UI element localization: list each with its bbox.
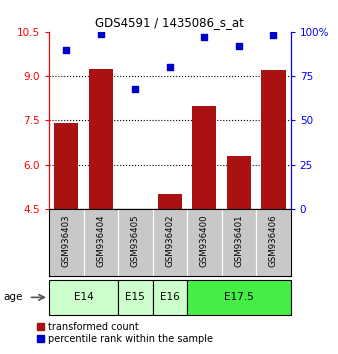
Bar (187, 209, 222, 276)
Bar (256, 209, 291, 276)
Text: E17.5: E17.5 (224, 292, 254, 302)
Bar (118, 280, 152, 315)
Bar (118, 209, 152, 276)
Text: GSM936400: GSM936400 (200, 215, 209, 268)
Bar (261, 70, 286, 209)
Point (167, 64, 172, 70)
Point (64, 47, 69, 52)
Bar (158, 194, 182, 209)
Bar (49, 209, 83, 276)
Bar (192, 105, 216, 209)
Text: GSM936404: GSM936404 (96, 215, 105, 268)
Bar (83, 209, 118, 276)
Bar (49, 280, 118, 315)
Bar (187, 280, 291, 315)
Point (202, 34, 207, 40)
Bar (222, 209, 256, 276)
Text: E15: E15 (125, 292, 145, 302)
Bar (227, 156, 251, 209)
Bar (89, 69, 113, 209)
Point (132, 86, 138, 91)
Title: GDS4591 / 1435086_s_at: GDS4591 / 1435086_s_at (95, 16, 244, 29)
Text: GSM936403: GSM936403 (62, 215, 71, 268)
Text: GSM936406: GSM936406 (269, 215, 278, 268)
Text: E14: E14 (74, 292, 93, 302)
Legend: transformed count, percentile rank within the sample: transformed count, percentile rank withi… (37, 322, 213, 344)
Text: age: age (3, 292, 23, 302)
Point (271, 33, 276, 38)
Bar (54, 123, 78, 209)
Bar (152, 209, 187, 276)
Bar (152, 280, 187, 315)
Text: E16: E16 (160, 292, 180, 302)
Text: GSM936405: GSM936405 (131, 215, 140, 268)
Point (236, 43, 242, 49)
Text: GSM936401: GSM936401 (234, 215, 243, 268)
Text: GSM936402: GSM936402 (165, 215, 174, 268)
Point (98, 31, 103, 36)
